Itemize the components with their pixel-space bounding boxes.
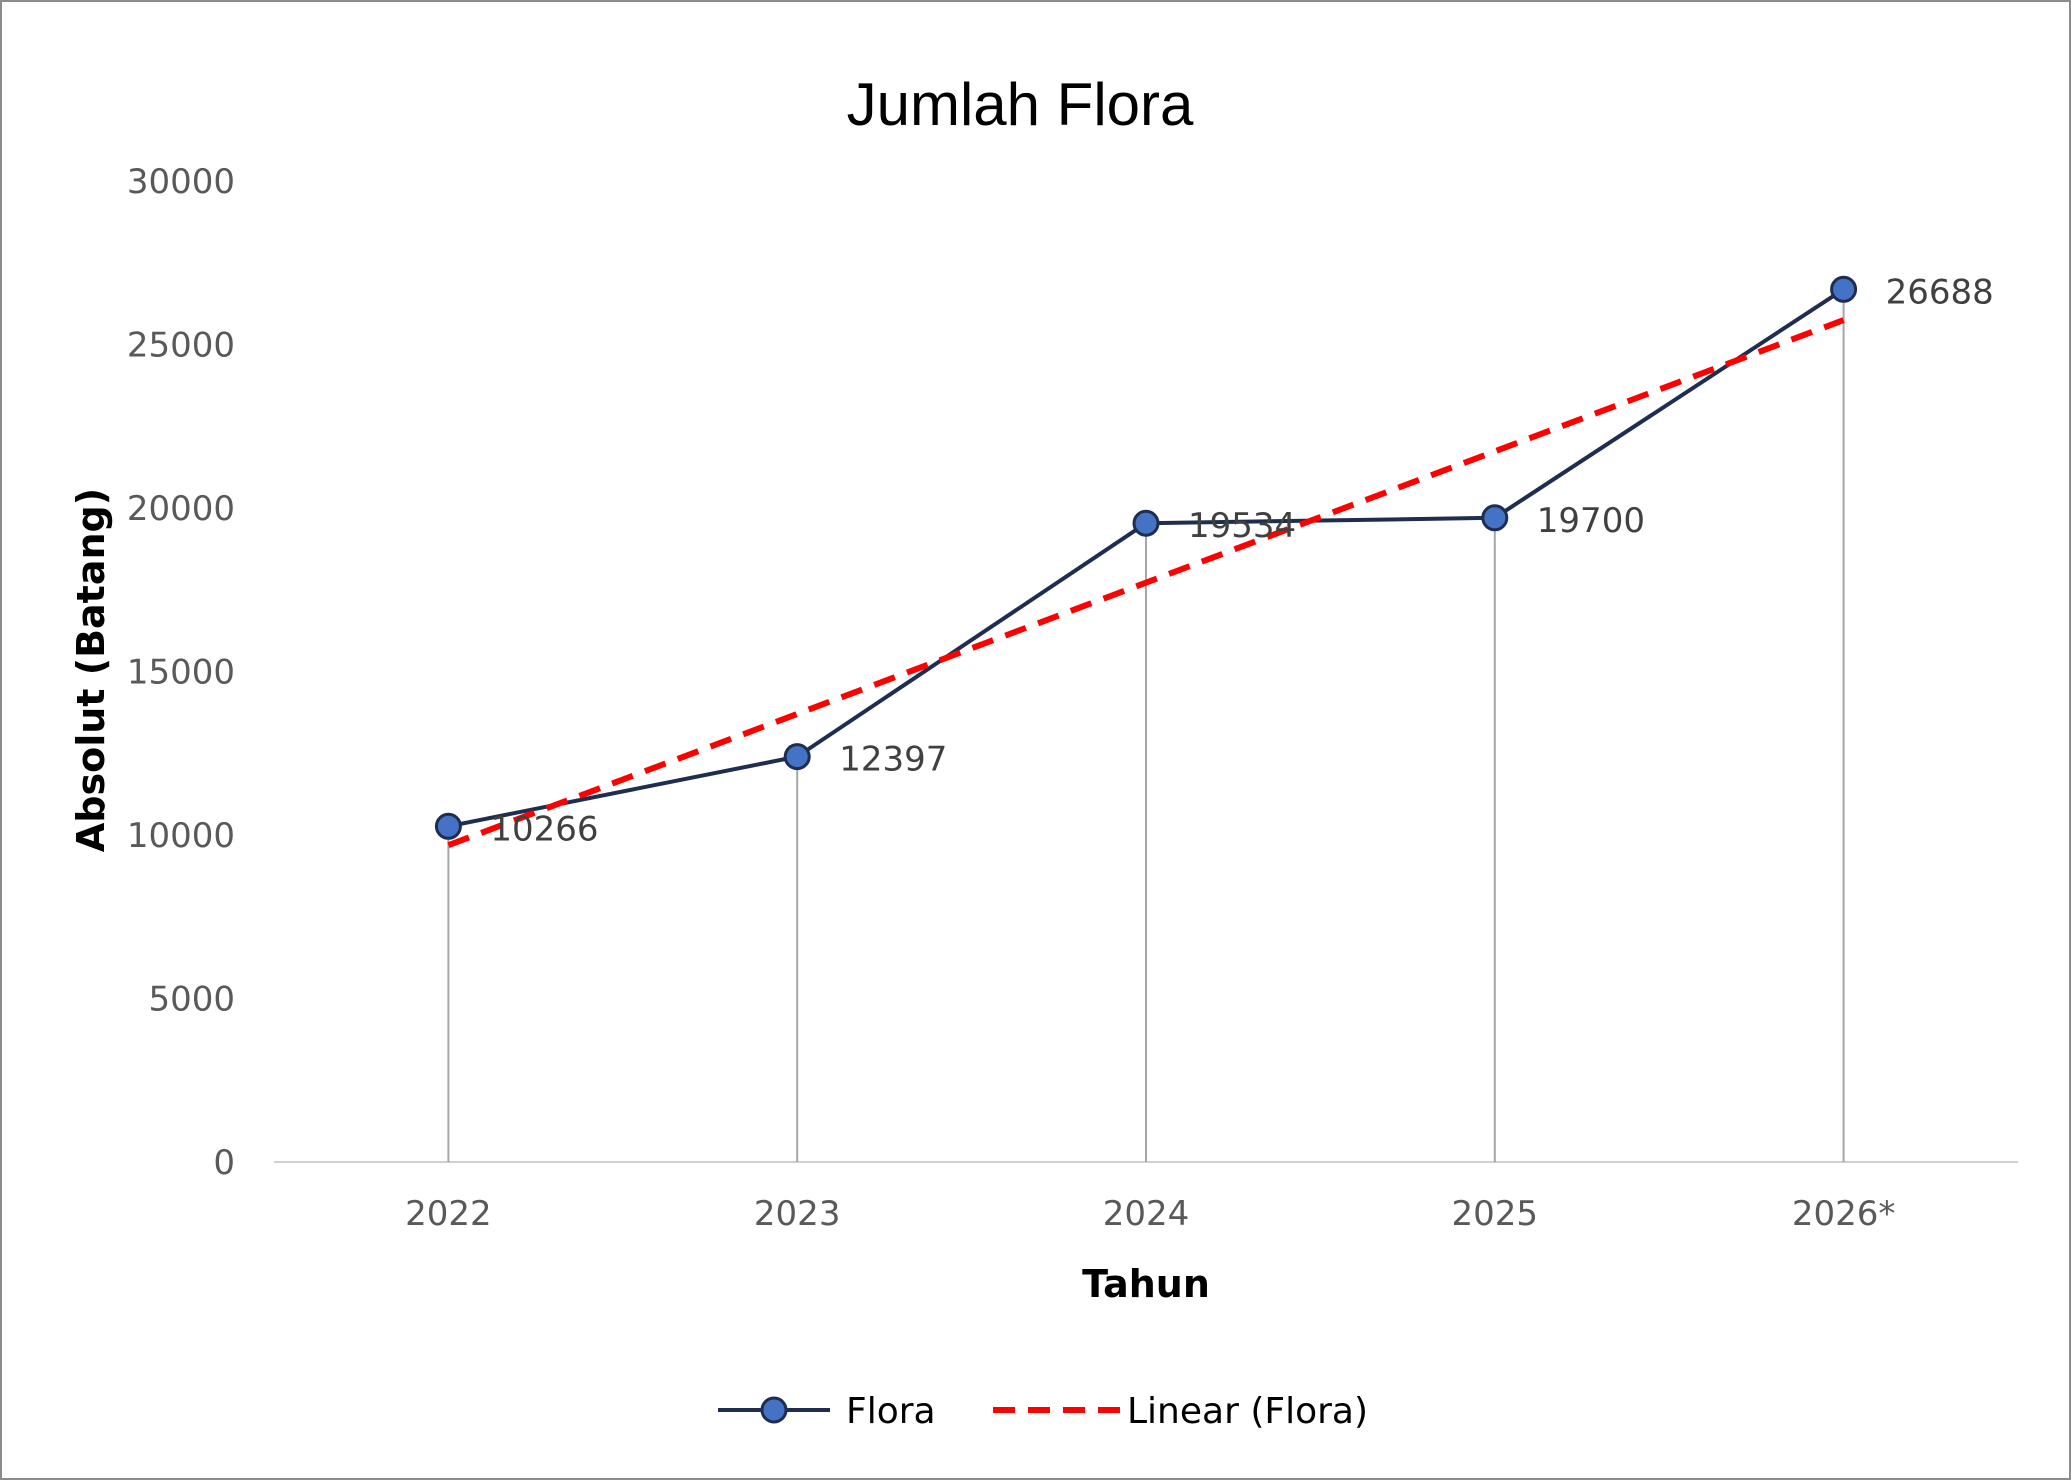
data-point-marker <box>434 812 462 840</box>
x-tick-label: 2023 <box>754 1194 841 1234</box>
x-axis-title: Tahun <box>1082 1262 1210 1306</box>
data-point-marker <box>1481 504 1509 532</box>
series-markers <box>434 275 1858 840</box>
x-axis-ticks: 2022 2023 2024 2025 2026* <box>405 1194 1895 1234</box>
data-point-marker <box>1830 275 1858 303</box>
y-axis-ticks: 0 5000 10000 15000 20000 25000 30000 <box>127 162 235 1183</box>
y-axis-title: Absolut (Batang) <box>69 488 113 852</box>
drop-lines <box>447 289 1845 1162</box>
y-tick-label: 10000 <box>127 816 235 856</box>
data-point-marker <box>783 743 811 771</box>
legend: Flora Linear (Flora) <box>718 1391 1368 1432</box>
legend-marker-flora <box>760 1396 788 1424</box>
legend-label-flora: Flora <box>846 1391 936 1432</box>
x-tick-label: 2022 <box>405 1194 492 1234</box>
x-tick-label: 2025 <box>1452 1194 1539 1234</box>
chart-title: Jumlah Flora <box>847 71 1194 138</box>
data-point-marker <box>1132 509 1160 537</box>
legend-item-linear-flora: Linear (Flora) <box>993 1391 1368 1432</box>
y-tick-label: 20000 <box>127 489 235 529</box>
legend-item-flora: Flora <box>718 1391 936 1432</box>
y-tick-label: 25000 <box>127 326 235 366</box>
data-label: 10266 <box>490 809 598 849</box>
y-tick-label: 5000 <box>148 980 235 1020</box>
legend-label-linear-flora: Linear (Flora) <box>1127 1391 1368 1432</box>
data-label: 19534 <box>1188 506 1296 546</box>
x-tick-label: 2026* <box>1792 1194 1896 1234</box>
data-labels: 10266 12397 19534 19700 26688 <box>490 272 1993 849</box>
x-tick-label: 2024 <box>1103 1194 1190 1234</box>
y-tick-label: 0 <box>213 1143 235 1183</box>
trendline-linear-flora <box>447 317 1845 849</box>
data-label: 19700 <box>1537 501 1645 541</box>
y-tick-label: 15000 <box>127 653 235 693</box>
trendline-path <box>447 317 1845 849</box>
y-tick-label: 30000 <box>127 162 235 202</box>
data-label: 12397 <box>839 740 947 780</box>
data-label: 26688 <box>1886 272 1994 312</box>
